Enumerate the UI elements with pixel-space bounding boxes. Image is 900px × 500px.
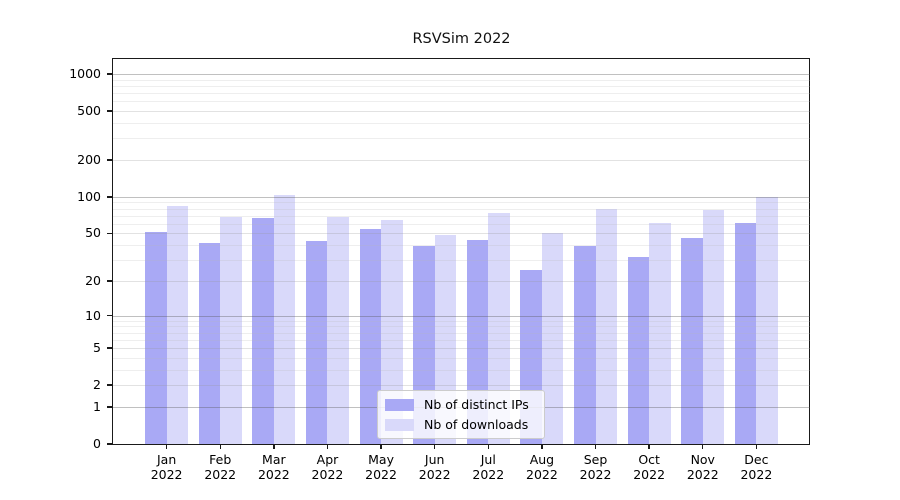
- bar-downloads: [649, 223, 671, 444]
- x-tick-label-11: Nov 2022: [686, 452, 719, 482]
- y-tick-mark-500: [107, 110, 112, 112]
- y-tick-mark-10: [107, 314, 112, 317]
- y-tick-mark-5: [107, 347, 112, 349]
- y-tick-mark-20: [107, 280, 112, 282]
- x-tick-mark-2: [219, 444, 221, 449]
- bar-downloads: [595, 209, 617, 444]
- y-tick-label-1000: 1000: [69, 66, 101, 82]
- x-tick-label-10: Oct 2022: [633, 452, 666, 482]
- x-tick-mark-8: [541, 444, 543, 449]
- x-tick-mark-12: [755, 444, 758, 449]
- bar-downloads: [273, 194, 296, 444]
- x-tick-mark-11: [702, 444, 704, 449]
- bar-distinct-ips: [681, 237, 703, 444]
- y-tick-label-500: 500: [77, 103, 101, 119]
- y-tick-mark-50: [107, 232, 112, 235]
- x-tick-label-2: Feb 2022: [204, 452, 237, 482]
- bar-distinct-ips: [306, 241, 328, 444]
- bar-downloads: [327, 217, 349, 444]
- bar-distinct-ips: [574, 246, 596, 444]
- x-tick-label-7: Jul 2022: [472, 452, 505, 482]
- bar-distinct-ips: [198, 242, 221, 444]
- y-tick-label-20: 20: [85, 272, 101, 288]
- y-tick-label-1: 1: [93, 398, 101, 414]
- y-tick-mark-1: [107, 406, 112, 408]
- chart-title: RSVSim 2022: [412, 31, 511, 47]
- x-tick-label-5: May 2022: [365, 452, 397, 482]
- legend-label-downloads: Nb of downloads: [424, 417, 529, 432]
- x-tick-mark-7: [487, 444, 489, 449]
- legend: Nb of distinct IPs Nb of downloads: [377, 390, 545, 439]
- x-tick-mark-4: [326, 444, 329, 449]
- x-tick-mark-5: [380, 444, 382, 449]
- legend-item-downloads: Nb of downloads: [385, 417, 544, 432]
- plot-area: [112, 58, 810, 445]
- bar-distinct-ips: [252, 218, 274, 444]
- y-tick-mark-200: [107, 159, 112, 161]
- y-tick-label-100: 100: [77, 188, 101, 204]
- y-tick-mark-100: [107, 196, 112, 198]
- bar-distinct-ips: [627, 256, 650, 444]
- legend-item-distinct-ips: Nb of distinct IPs: [385, 397, 544, 412]
- bar-distinct-ips: [145, 232, 167, 444]
- x-tick-mark-3: [273, 444, 275, 449]
- legend-swatch-downloads: [385, 418, 414, 431]
- x-tick-label-12: Dec 2022: [740, 452, 773, 482]
- y-tick-label-0: 0: [93, 436, 101, 451]
- x-tick-label-6: Jun 2022: [418, 452, 451, 482]
- y-tick-mark-1000: [107, 73, 112, 75]
- bar-downloads: [220, 217, 242, 444]
- x-tick-mark-1: [165, 444, 168, 449]
- legend-label-distinct-ips: Nb of distinct IPs: [424, 397, 529, 412]
- bar-downloads: [488, 212, 510, 444]
- bar-downloads: [541, 233, 564, 444]
- x-tick-mark-6: [433, 444, 436, 449]
- x-tick-label-1: Jan 2022: [150, 452, 183, 482]
- y-tick-mark-2: [107, 384, 112, 386]
- bar-distinct-ips: [359, 229, 382, 444]
- bar-downloads: [381, 219, 403, 444]
- x-tick-label-3: Mar 2022: [257, 452, 290, 482]
- x-tick-label-8: Aug 2022: [526, 452, 558, 482]
- y-tick-mark-0: [107, 443, 112, 445]
- legend-swatch-distinct-ips: [385, 398, 414, 411]
- bar-downloads: [756, 196, 778, 444]
- y-tick-label-200: 200: [77, 152, 101, 168]
- bar-downloads: [166, 206, 189, 444]
- y-tick-label-50: 50: [85, 225, 101, 241]
- x-tick-mark-10: [648, 444, 650, 449]
- bar-distinct-ips: [734, 223, 757, 444]
- y-tick-label-2: 2: [93, 377, 101, 393]
- x-tick-label-4: Apr 2022: [311, 452, 344, 482]
- x-tick-mark-9: [594, 444, 597, 449]
- y-tick-label-10: 10: [85, 307, 101, 323]
- x-tick-label-9: Sep 2022: [579, 452, 612, 482]
- bar-downloads: [702, 210, 725, 444]
- y-tick-label-5: 5: [93, 340, 101, 356]
